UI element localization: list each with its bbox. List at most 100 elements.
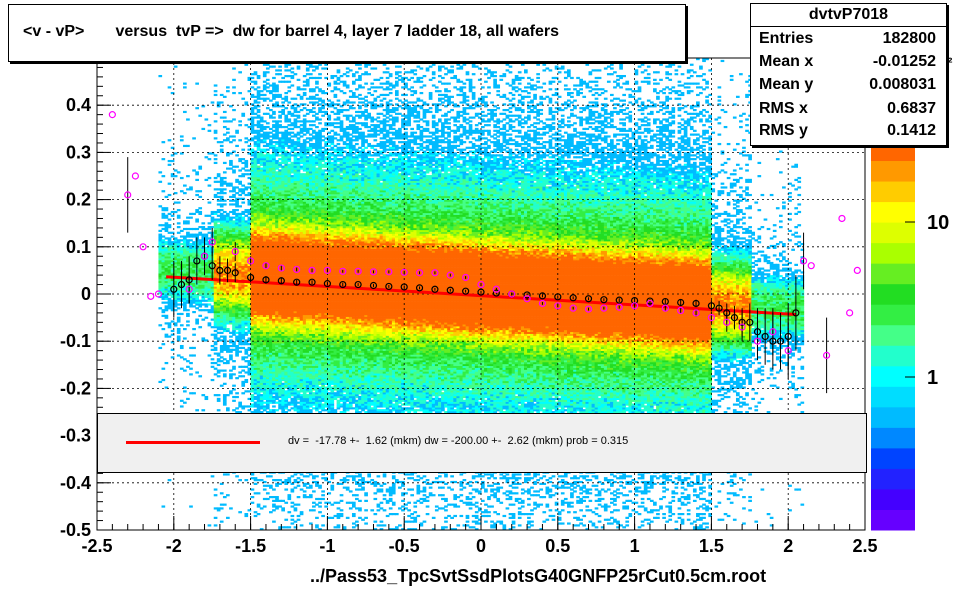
density-cell — [189, 362, 193, 364]
density-cell — [177, 209, 181, 211]
density-cell — [171, 215, 175, 217]
density-cell — [211, 379, 215, 381]
density-cell — [183, 184, 187, 186]
density-cell — [195, 173, 199, 175]
density-cell — [183, 303, 187, 305]
density-cell — [211, 101, 215, 103]
density-cell — [214, 524, 218, 526]
density-cell — [162, 213, 166, 215]
density-cell — [220, 209, 224, 211]
density-cell — [205, 305, 209, 307]
density-cell — [211, 366, 215, 368]
density-cell — [180, 345, 184, 347]
density-cell — [223, 504, 227, 506]
density-cell — [223, 383, 227, 385]
density-cell — [217, 375, 221, 377]
density-cell — [223, 398, 227, 400]
density-cell — [168, 479, 172, 481]
density-cell — [183, 111, 187, 113]
density-cell — [214, 349, 218, 351]
density-cell — [177, 201, 181, 203]
density-cell — [165, 222, 169, 224]
density-cell — [177, 336, 181, 338]
density-cell — [214, 341, 218, 343]
density-cell — [168, 298, 172, 300]
density-cell — [195, 235, 199, 237]
density-cell — [201, 337, 205, 339]
density-cell — [201, 226, 205, 228]
density-cell — [214, 517, 218, 519]
density-cell — [165, 209, 169, 211]
density-cell — [198, 315, 202, 317]
density-cell — [174, 152, 178, 154]
density-cell — [205, 317, 209, 319]
density-cell — [180, 139, 184, 141]
density-cell — [195, 171, 199, 173]
density-cell — [174, 237, 178, 239]
density-cell — [165, 228, 169, 230]
density-cell — [168, 194, 172, 196]
density-cell — [174, 305, 178, 307]
density-cell — [180, 230, 184, 232]
density-cell — [189, 505, 193, 507]
density-cell — [183, 86, 187, 88]
density-cell — [168, 183, 172, 185]
density-cell — [180, 313, 184, 315]
density-cell — [165, 317, 169, 319]
density-cell — [205, 118, 209, 120]
density-cell — [198, 207, 202, 209]
density-cell — [174, 192, 178, 194]
density-cell — [211, 345, 215, 347]
density-cell — [208, 322, 212, 324]
density-cell — [177, 171, 181, 173]
density-cell — [214, 113, 218, 115]
density-cell — [168, 324, 172, 326]
density-cell — [158, 75, 162, 77]
density-cell — [205, 156, 209, 158]
density-cell — [177, 319, 181, 321]
density-cell — [174, 302, 178, 304]
density-cell — [195, 107, 199, 109]
density-cell — [198, 168, 202, 170]
density-cell — [220, 149, 224, 151]
density-cell — [214, 373, 218, 375]
density-cell — [186, 324, 190, 326]
density-cell — [201, 222, 205, 224]
density-cell — [177, 62, 181, 64]
density-cell — [158, 237, 162, 239]
density-cell — [186, 320, 190, 322]
density-cell — [214, 162, 218, 164]
density-cell — [183, 307, 187, 309]
density-cell — [217, 354, 221, 356]
density-cell — [208, 124, 212, 126]
density-cell — [214, 84, 218, 86]
density-cell — [189, 373, 193, 375]
density-cell — [198, 166, 202, 168]
density-cell — [201, 394, 205, 396]
density-cell — [214, 130, 218, 132]
density-cell — [162, 235, 166, 237]
density-cell — [201, 409, 205, 411]
density-cell — [223, 402, 227, 404]
density-cell — [198, 302, 202, 304]
density-cell — [198, 305, 202, 307]
density-cell — [195, 194, 199, 196]
density-cell — [158, 347, 162, 349]
density-cell — [168, 224, 172, 226]
density-cell — [195, 322, 199, 324]
density-cell — [168, 213, 172, 215]
density-cell — [217, 364, 221, 366]
density-cell — [189, 188, 193, 190]
density-cell — [214, 362, 218, 364]
density-cell — [158, 381, 162, 383]
density-cell — [205, 179, 209, 181]
density-cell — [220, 101, 224, 103]
density-cell — [180, 400, 184, 402]
density-cell — [189, 303, 193, 305]
density-cell — [217, 175, 221, 177]
density-cell — [195, 179, 199, 181]
density-cell — [223, 404, 227, 406]
density-cell — [217, 211, 221, 213]
density-cell — [158, 234, 162, 236]
density-cell — [192, 328, 196, 330]
